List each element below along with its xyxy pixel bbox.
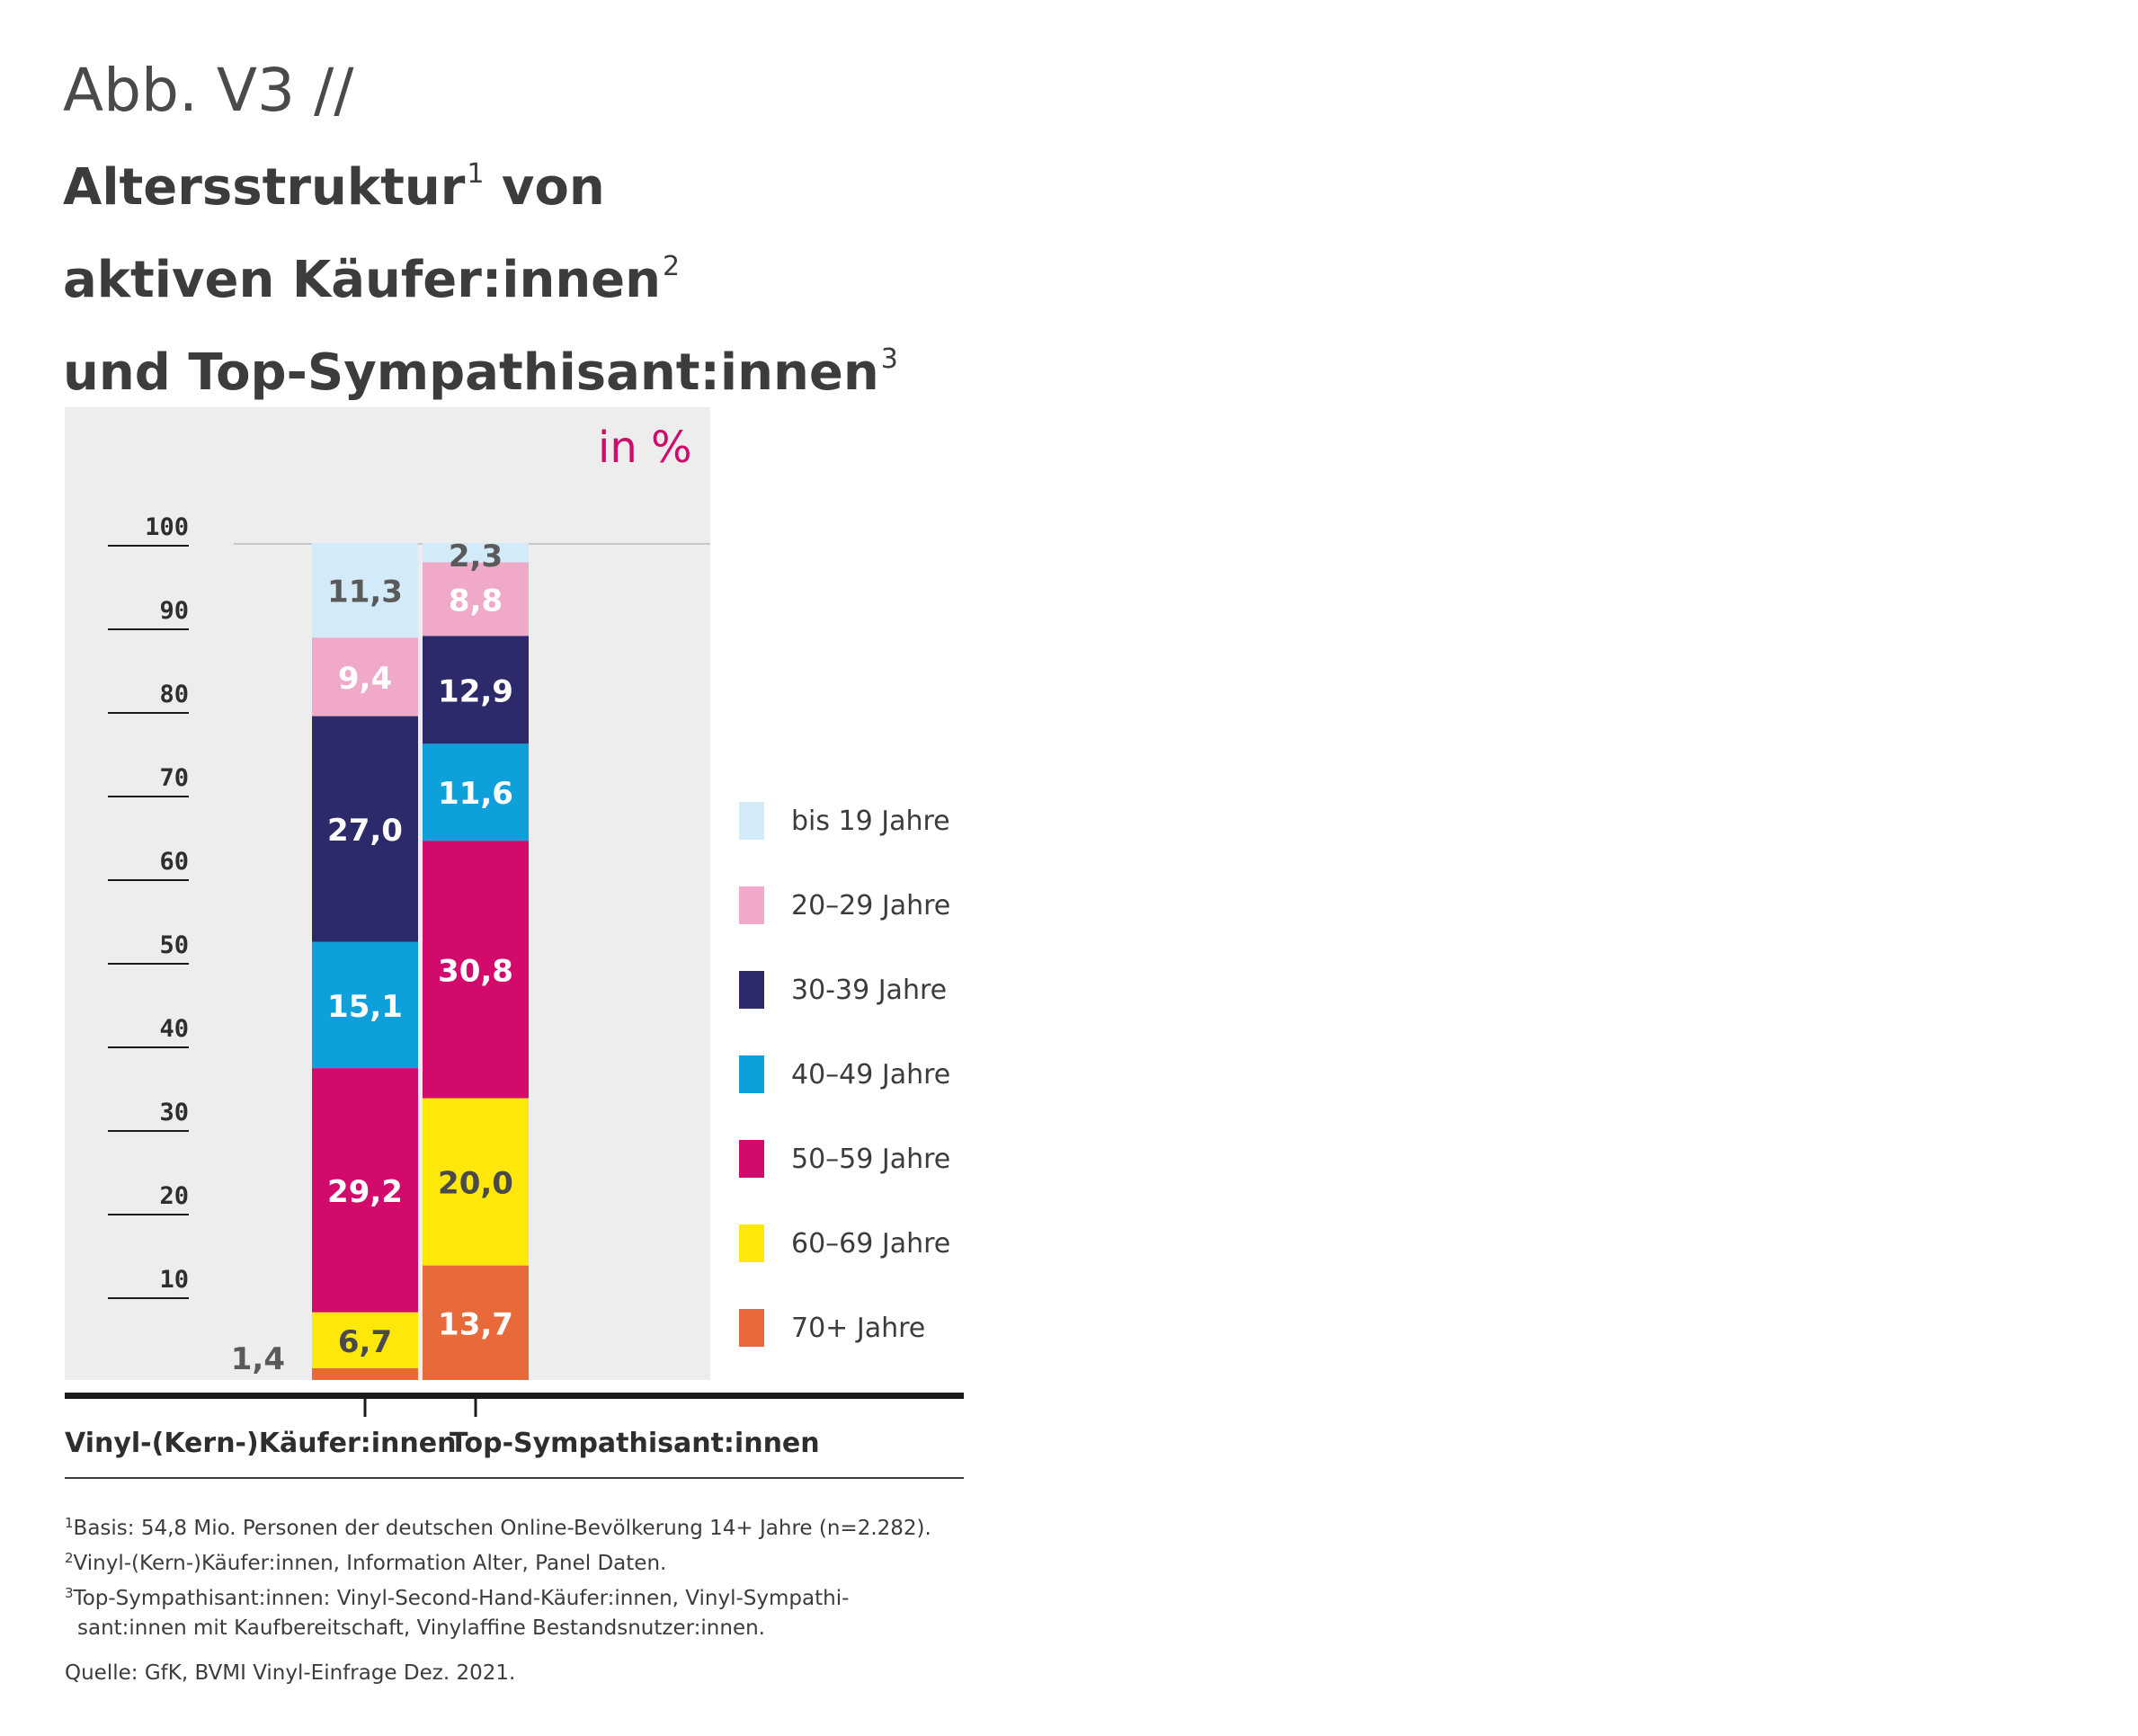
y-tick-label-40: 40 [159, 1015, 189, 1043]
y-tick-label-60: 60 [159, 848, 189, 876]
data-label-1-5: 8,8 [449, 583, 503, 619]
title-line1-rest: von [484, 158, 605, 217]
legend-label: 70+ Jahre [791, 1313, 926, 1344]
unit-label: in % [598, 423, 692, 473]
legend-swatch [739, 971, 764, 1009]
category-label-top-sympathisants: Top-Sympathisant:innen [450, 1428, 820, 1459]
bar-segment-1-2 [423, 841, 529, 1099]
x-axis-line [65, 1393, 964, 1399]
bar-segment-0-6 [312, 543, 418, 638]
legend-swatch [739, 886, 764, 924]
title-footnote-3: 3 [880, 343, 898, 375]
title-footnote-2: 2 [663, 251, 681, 282]
legend-label: bis 19 Jahre [791, 806, 950, 837]
y-tick-label-20: 20 [159, 1182, 189, 1210]
data-label-0-5: 9,4 [338, 661, 392, 697]
bar-segment-1-5 [423, 562, 529, 637]
footnote-1-marker: 1 [65, 1515, 74, 1531]
footnote-2: 2Vinyl-(Kern-)Käufer:innen, Information … [65, 1544, 931, 1579]
footnote-3-marker: 3 [65, 1585, 74, 1601]
title-line1: Altersstruktur [63, 158, 466, 217]
bar-segment-1-4 [423, 636, 529, 744]
footnote-2-text: Vinyl-(Kern-)Käufer:innen, Information A… [73, 1552, 667, 1575]
data-label-0-0: 1,4 [231, 1341, 285, 1377]
y-tick-label-90: 90 [159, 597, 189, 625]
footnote-1: 1Basis: 54,8 Mio. Personen der deutschen… [65, 1509, 931, 1544]
data-label-0-2: 29,2 [327, 1174, 403, 1210]
legend-swatch [739, 1224, 764, 1262]
data-label-1-6: 2,3 [449, 539, 503, 574]
legend-label: 20–29 Jahre [791, 890, 951, 921]
title-footnote-1: 1 [467, 158, 485, 190]
y-tick-label-100: 100 [145, 513, 189, 541]
legend-label: 30-39 Jahre [791, 975, 948, 1006]
legend-swatch [739, 802, 764, 840]
bar-segment-1-6 [423, 543, 529, 563]
footnote-2-marker: 2 [65, 1550, 74, 1566]
data-label-1-1: 20,0 [438, 1166, 513, 1202]
separator-line [65, 1477, 964, 1479]
y-tick-label-70: 70 [159, 764, 189, 792]
legend-label: 60–69 Jahre [791, 1228, 951, 1260]
footnote-3-continued: sant:innen mit Kaufbereitschaft, Vinylaf… [77, 1616, 765, 1640]
legend-swatch [739, 1055, 764, 1093]
bar-segment-0-0 [312, 1367, 418, 1380]
bar-segment-1-0 [423, 1265, 529, 1380]
data-label-0-1: 6,7 [338, 1324, 392, 1360]
legend-swatch [739, 1309, 764, 1347]
y-tick-label-50: 50 [159, 931, 189, 959]
title-line2: aktiven Käufer:innen [63, 251, 662, 309]
data-label-0-4: 27,0 [327, 813, 403, 849]
chart-title: Altersstruktur1 von aktiven Käufer:innen… [63, 135, 898, 413]
y-tick-label-30: 30 [159, 1099, 189, 1126]
legend-label: 40–49 Jahre [791, 1059, 951, 1091]
data-label-1-3: 11,6 [438, 776, 513, 812]
bar-segment-1-3 [423, 743, 529, 841]
data-label-0-6: 11,3 [327, 574, 403, 610]
bar-segment-0-5 [312, 637, 418, 717]
title-line3: und Top-Sympathisant:innen [63, 343, 879, 402]
bar-segment-0-2 [312, 1068, 418, 1313]
footnote-3: 3Top-Sympathisant:innen: Vinyl-Second-Ha… [65, 1579, 931, 1614]
y-tick-label-80: 80 [159, 681, 189, 708]
y-tick-label-10: 10 [159, 1266, 189, 1294]
data-label-0-3: 15,1 [327, 989, 403, 1025]
bar-segment-0-1 [312, 1312, 418, 1368]
footnote-3-text: Top-Sympathisant:innen: Vinyl-Second-Han… [73, 1587, 850, 1610]
bar-segment-1-1 [423, 1098, 529, 1266]
bar-segment-0-4 [312, 716, 418, 942]
bar-segment-0-3 [312, 941, 418, 1069]
data-label-1-4: 12,9 [438, 673, 513, 709]
footnotes: 1Basis: 54,8 Mio. Personen der deutschen… [65, 1509, 931, 1643]
legend-swatch [739, 1140, 764, 1178]
category-label-vinyl-buyers: Vinyl-(Kern-)Käufer:innen [65, 1428, 457, 1459]
data-label-1-0: 13,7 [438, 1306, 513, 1342]
source-note: Quelle: GfK, BVMI Vinyl-Einfrage Dez. 20… [65, 1661, 516, 1685]
figure-number: Abb. V3 // [63, 56, 354, 125]
legend-label: 50–59 Jahre [791, 1144, 951, 1175]
data-label-1-2: 30,8 [438, 953, 513, 989]
footnote-1-text: Basis: 54,8 Mio. Personen der deutschen … [73, 1517, 931, 1540]
